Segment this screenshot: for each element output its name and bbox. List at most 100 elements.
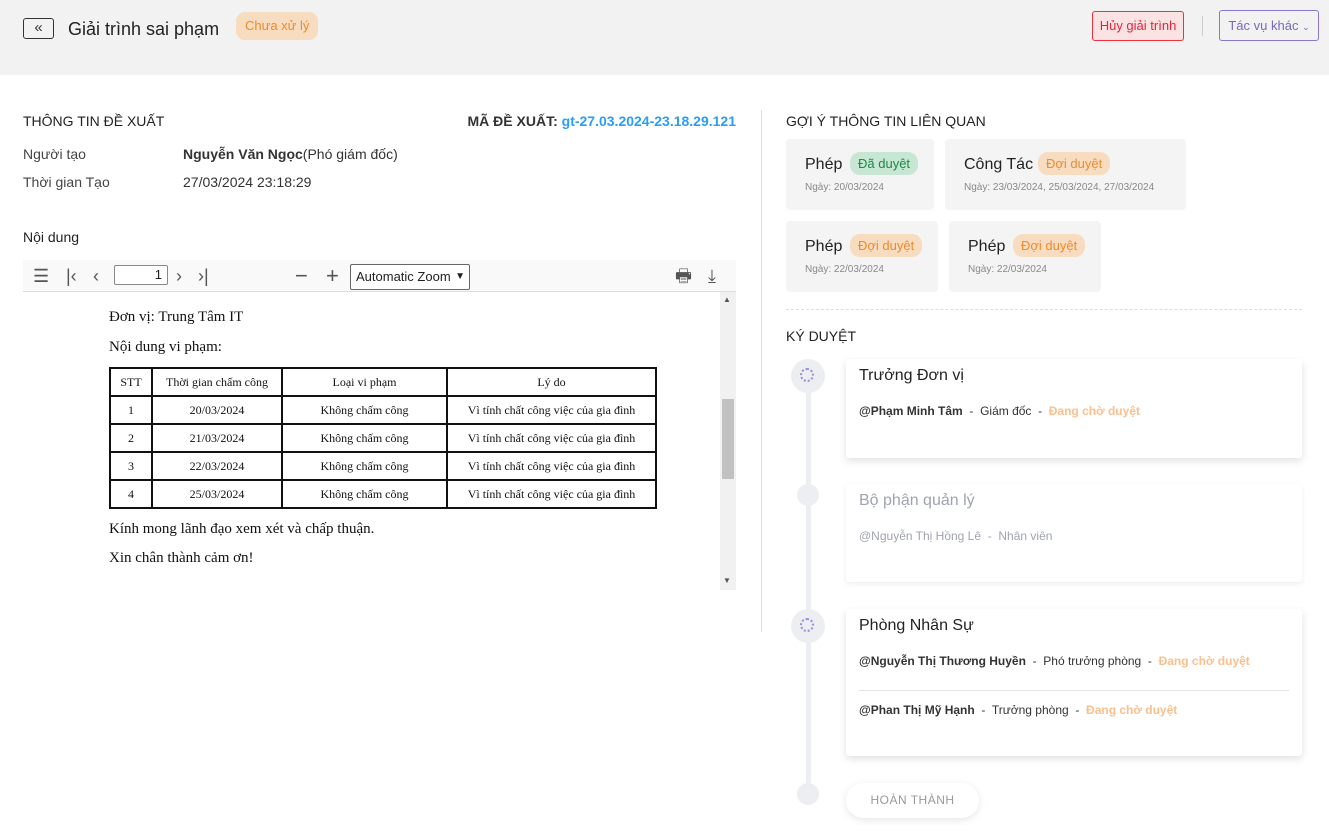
approver-row: @Nguyễn Thị Thương Huyền - Phó trưởng ph… <box>859 654 1250 668</box>
cell: 1 <box>109 395 153 425</box>
zoom-in-icon[interactable]: + <box>326 263 339 288</box>
unit-text: Đơn vị: Trung Tâm IT <box>109 309 244 325</box>
approver-role: Giám đốc <box>980 404 1032 418</box>
step-name: Phòng Nhân Sự <box>859 617 974 634</box>
cell: Vì tính chất công việc của gia đình <box>446 395 657 425</box>
approver-role: Phó trưởng phòng <box>1043 654 1142 668</box>
table-row: 3 22/03/2024 Không chấm công Vì tính chất c… <box>109 451 657 481</box>
cell: 25/03/2024 <box>151 479 283 509</box>
completed-step-pill: HOÀN THÀNH <box>846 783 979 818</box>
loading-spinner-icon <box>800 368 814 382</box>
approver-name: @Nguyễn Thị Thương Huyền <box>859 654 1026 668</box>
timeline-dot-pending <box>791 609 825 643</box>
approver-role: Trưởng phòng <box>991 703 1069 717</box>
table-header-row: STT Thời gian chấm công Loại vi phạm Lý … <box>109 367 657 397</box>
column-header: Loại vi phạm <box>281 367 448 397</box>
creator-name: Nguyễn Văn Ngọc <box>183 146 303 162</box>
approver-name: @Phạm Minh Tâm <box>859 404 963 418</box>
next-page-icon[interactable]: › <box>176 266 182 286</box>
page-title: Giải trình sai phạm <box>68 19 220 39</box>
approver-name: @Nguyễn Thị Hồng Lê <box>859 529 982 543</box>
creator-label: Người tạo <box>23 146 86 162</box>
last-page-icon[interactable]: ›| <box>198 266 209 286</box>
approver-name: @Phan Thị Mỹ Hạnh <box>859 703 975 717</box>
cell: 3 <box>109 451 153 481</box>
time-value: 27/03/2024 23:18:29 <box>183 174 312 190</box>
related-card[interactable]: Phép Đợi duyệt Ngày: 22/03/2024 <box>949 221 1101 292</box>
cell: 2 <box>109 423 153 453</box>
related-date: Ngày: 23/03/2024, 25/03/2024, 27/03/2024 <box>964 182 1155 193</box>
approver-role: Nhân viên <box>998 529 1053 543</box>
related-type: Phép <box>805 156 843 173</box>
scrollbar-thumb[interactable] <box>722 399 734 479</box>
step-name: Bộ phận quản lý <box>859 492 975 509</box>
related-date: Ngày: 22/03/2024 <box>805 264 884 275</box>
column-header: Lý do <box>446 367 657 397</box>
section-title-info: THÔNG TIN ĐỀ XUẤT <box>23 113 165 129</box>
more-actions-dropdown[interactable]: Tác vụ khác ⌄ <box>1219 10 1319 41</box>
scrollbar[interactable]: ▲ ▼ <box>720 292 736 590</box>
violation-label: Nội dung vi phạm: <box>109 339 222 355</box>
creator-role: (Phó giám đốc) <box>302 146 398 162</box>
cell: Không chấm công <box>281 479 448 509</box>
scroll-down-icon[interactable]: ▼ <box>723 576 731 585</box>
proposal-code: MÃ ĐỀ XUẤT: gt-27.03.2024-23.18.29.121 <box>468 113 736 129</box>
pdf-toolbar: ☰ |‹ ‹ 1 › ›| − + Automatic Zoom ▼ 🖶 ⤓ <box>23 260 736 292</box>
timeline-dot <box>797 783 819 805</box>
related-status: Đã duyệt <box>850 152 919 175</box>
closing-text-1: Kính mong lãnh đạo xem xét và chấp thuận… <box>109 521 375 537</box>
cell: Vì tính chất công việc của gia đình <box>446 479 657 509</box>
approver-status: Đang chờ duyệt <box>1158 654 1250 668</box>
cell: 21/03/2024 <box>151 423 283 453</box>
time-label: Thời gian Tạo <box>23 174 110 190</box>
print-icon[interactable]: 🖶 <box>675 266 692 286</box>
prev-page-icon[interactable]: ‹ <box>93 266 99 286</box>
content-label: Nội dung <box>23 229 80 245</box>
related-card[interactable]: Công Tác Đợi duyệt Ngày: 23/03/2024, 25/… <box>945 139 1186 210</box>
closing-text-2: Xin chân thành cảm ơn! <box>109 550 254 566</box>
related-status: Đợi duyệt <box>1038 152 1111 175</box>
zoom-out-icon[interactable]: − <box>295 263 308 288</box>
loading-spinner-icon <box>800 618 814 632</box>
related-status: Đợi duyệt <box>1013 234 1086 257</box>
step-name: Trưởng Đơn vị <box>859 367 964 384</box>
dashed-divider <box>786 309 1302 310</box>
timeline-line <box>806 376 811 796</box>
column-header: STT <box>109 367 153 397</box>
sidebar-toggle-icon[interactable]: ☰ <box>33 266 50 286</box>
first-page-icon[interactable]: |‹ <box>66 266 77 286</box>
zoom-select[interactable]: Automatic Zoom ▼ <box>350 264 470 290</box>
related-type: Phép <box>805 238 843 255</box>
section-title-approval: KÝ DUYỆT <box>786 328 857 344</box>
cell: Vì tính chất công việc của gia đình <box>446 423 657 453</box>
approver-divider <box>859 690 1289 691</box>
scroll-up-icon[interactable]: ▲ <box>723 295 731 304</box>
cell: 22/03/2024 <box>151 451 283 481</box>
page-number-input[interactable]: 1 <box>114 265 168 285</box>
approval-step: Trưởng Đơn vị @Phạm Minh Tâm - Giám đốc … <box>846 359 1302 458</box>
download-icon[interactable]: ⤓ <box>708 266 716 286</box>
cell: 4 <box>109 479 153 509</box>
section-title-related: GỢI Ý THÔNG TIN LIÊN QUAN <box>786 113 986 129</box>
timeline-dot-pending <box>791 359 825 393</box>
approver-row: @Nguyễn Thị Hồng Lê - Nhân viên <box>859 529 1053 543</box>
violation-table: STT Thời gian chấm công Loại vi phạm Lý … <box>109 367 657 509</box>
timeline-dot <box>797 484 819 506</box>
approver-status: Đang chờ duyệt <box>1048 404 1140 418</box>
cell: 20/03/2024 <box>151 395 283 425</box>
approver-status: Đang chờ duyệt <box>1086 703 1178 717</box>
zoom-value: Automatic Zoom <box>356 269 451 284</box>
table-row: 1 20/03/2024 Không chấm công Vì tính chất c… <box>109 395 657 425</box>
code-value: gt-27.03.2024-23.18.29.121 <box>561 113 736 129</box>
pdf-document-view: Đơn vị: Trung Tâm IT Nội dung vi phạm: S… <box>23 292 736 590</box>
creator-value: Nguyễn Văn Ngọc(Phó giám đốc) <box>183 146 398 162</box>
cancel-explanation-button[interactable]: Hủy giải trình <box>1092 11 1184 41</box>
status-badge: Chưa xử lý <box>236 12 319 40</box>
cell: Không chấm công <box>281 395 448 425</box>
back-button[interactable]: « <box>23 18 54 39</box>
related-date: Ngày: 22/03/2024 <box>968 264 1047 275</box>
chevron-down-icon: ▼ <box>455 271 465 282</box>
related-card[interactable]: Phép Đã duyệt Ngày: 20/03/2024 <box>786 139 934 210</box>
related-card[interactable]: Phép Đợi duyệt Ngày: 22/03/2024 <box>786 221 938 292</box>
related-type: Công Tác <box>964 156 1034 173</box>
